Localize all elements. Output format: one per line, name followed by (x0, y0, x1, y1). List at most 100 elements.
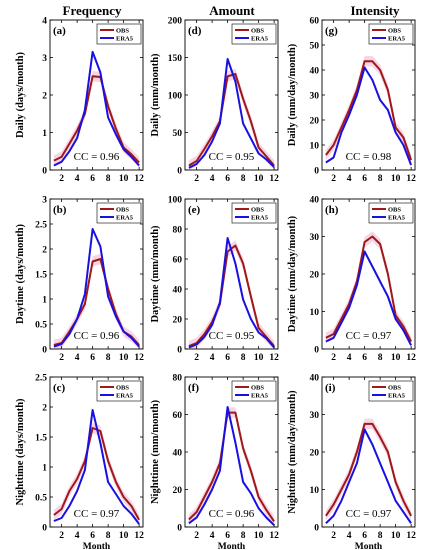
x-tick-label: 4 (210, 531, 215, 541)
y-tick-label: 10 (310, 141, 320, 151)
y-tick-label: 20 (310, 116, 320, 126)
x-tick-label: 8 (378, 531, 383, 541)
y-tick-label: 0 (177, 523, 182, 533)
y-tick-label: 3 (42, 195, 47, 205)
correlation-label: CC = 0.96 (74, 151, 120, 163)
correlation-label: CC = 0.96 (209, 508, 255, 520)
y-tick-label: 20 (310, 448, 320, 458)
series-line-era5 (188, 58, 275, 169)
y-tick-label: 2 (42, 245, 47, 255)
y-tick-label: 0 (177, 345, 182, 355)
series-line-era5 (53, 409, 140, 525)
x-tick-label: 8 (378, 353, 383, 363)
x-tick-label: 12 (269, 353, 279, 363)
x-tick-label: 12 (406, 174, 416, 184)
x-tick-label: 8 (241, 353, 246, 363)
y-tick-label: 10 (310, 308, 320, 318)
correlation-label: CC = 0.95 (209, 330, 255, 342)
x-tick-label: 8 (241, 174, 246, 184)
x-tick-label: 12 (269, 531, 279, 541)
legend-entry-era5: ERA5 (388, 35, 406, 42)
y-tick-label: 40 (310, 373, 320, 383)
y-tick-label: 2 (42, 403, 47, 413)
x-tick-label: 6 (362, 174, 367, 184)
plot-frame (49, 376, 144, 528)
y-axis-label: Nighttime (mm/month) (150, 399, 161, 504)
series-line-era5 (188, 237, 275, 349)
x-tick-label: 2 (59, 353, 64, 363)
panel-d: 0 50 100 150 200 2 4 6 8 10 12 Daily (mm/month) (d) C… (150, 16, 279, 184)
panel-i: 0 10 20 30 40 2 4 6 8 10 12 Nighttime (mm/day/month… (287, 373, 416, 550)
y-tick-label: 30 (310, 411, 320, 421)
legend-entry-obs: OBS (251, 384, 264, 391)
legend-entry-era5: ERA5 (388, 214, 406, 221)
column-title-1: Frequency (63, 3, 122, 18)
panel-label: (b) (53, 204, 67, 216)
legend-entry-obs: OBS (116, 206, 129, 213)
y-axis-label: Nighttime (mm/day/month) (287, 390, 298, 514)
y-tick-label: 0.5 (35, 320, 47, 330)
panel-label: (g) (325, 25, 338, 37)
legend-entry-obs: OBS (251, 206, 264, 213)
x-tick-label: 6 (225, 531, 230, 541)
correlation-label: CC = 0.98 (346, 151, 392, 163)
panel-h: 0 10 20 30 40 2 4 6 8 10 12 Daytime (mm/day/month) (… (287, 195, 416, 363)
legend-entry-era5: ERA5 (388, 392, 406, 399)
series-line-obs (325, 235, 412, 342)
panel-label: (i) (325, 382, 336, 394)
series-line-era5 (325, 66, 413, 166)
x-tick-label: 4 (75, 353, 80, 363)
y-tick-label: 1.5 (35, 270, 47, 280)
legend-entry-obs: OBS (116, 27, 129, 34)
panel-label: (h) (325, 204, 339, 216)
y-tick-label: 100 (168, 195, 183, 205)
series-line-era5 (325, 250, 412, 346)
x-tick-label: 2 (59, 174, 64, 184)
correlation-label: CC = 0.97 (346, 508, 392, 520)
panel-e: 0 20 40 60 80 100 2 4 6 8 10 12 Daytime (mm/month) (e… (150, 195, 279, 363)
x-tick-label: 4 (347, 353, 352, 363)
y-tick-label: 40 (173, 285, 183, 295)
panel-label: (c) (53, 382, 66, 394)
x-tick-label: 4 (347, 531, 352, 541)
y-tick-label: 1 (42, 463, 47, 473)
y-tick-label: 1.5 (35, 433, 47, 443)
y-tick-label: 200 (168, 16, 183, 26)
y-tick-label: 30 (310, 233, 320, 243)
y-tick-label: 0.5 (35, 493, 47, 503)
y-axis-label: Daily (days/month) (15, 51, 26, 138)
x-tick-label: 6 (90, 174, 95, 184)
series-line-obs (325, 60, 413, 161)
x-tick-label: 10 (391, 353, 401, 363)
y-tick-label: 0 (42, 166, 47, 176)
x-tick-label: 2 (194, 353, 199, 363)
x-axis-label: Month (83, 542, 111, 550)
x-tick-label: 4 (347, 174, 352, 184)
legend-entry-era5: ERA5 (116, 35, 134, 42)
x-tick-label: 2 (59, 531, 64, 541)
x-tick-label: 10 (254, 353, 264, 363)
x-tick-label: 8 (106, 531, 111, 541)
legend-entry-era5: ERA5 (116, 214, 134, 221)
x-tick-label: 8 (106, 174, 111, 184)
legend-entry-era5: ERA5 (251, 214, 269, 221)
panel-c: 0 0.5 1 1.5 2 2.5 2 4 6 8 10 12 Nighttime (days/mont… (15, 373, 144, 550)
x-tick-label: 6 (225, 174, 230, 184)
x-tick-label: 10 (254, 531, 264, 541)
y-tick-label: 60 (173, 411, 183, 421)
y-tick-label: 20 (173, 315, 183, 325)
y-tick-label: 0 (314, 166, 319, 176)
y-tick-label: 20 (310, 270, 320, 280)
legend-entry-era5: ERA5 (116, 392, 134, 399)
y-axis-label: Daytime (days/month) (15, 223, 26, 324)
x-tick-label: 2 (194, 174, 199, 184)
series-line-era5 (188, 406, 275, 526)
